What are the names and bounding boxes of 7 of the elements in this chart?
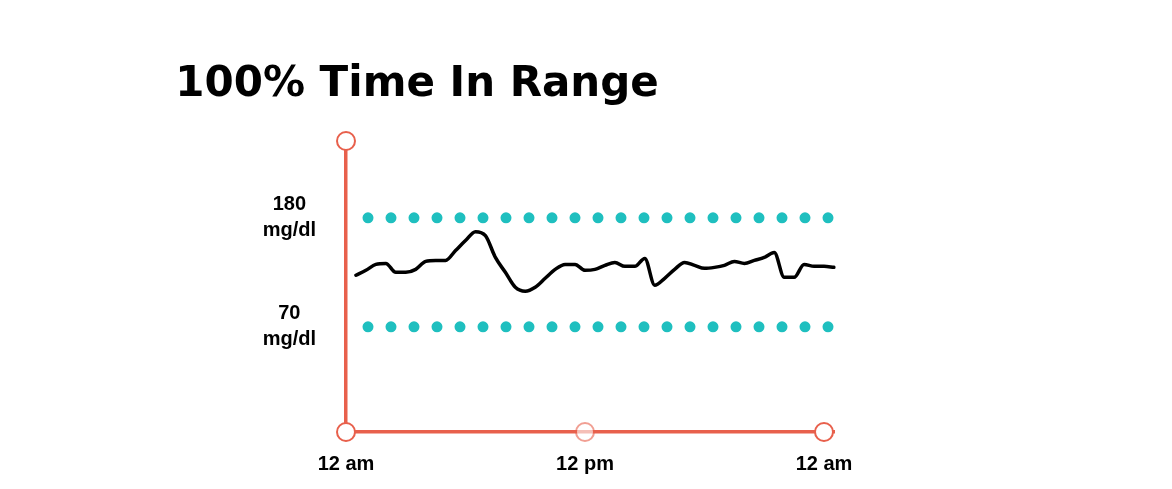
x-tick-label: 12 pm xyxy=(556,451,614,474)
x-tick-label: 12 am xyxy=(317,451,375,474)
y-tick-label: 70 mg/dl xyxy=(262,301,317,350)
x-tick-label: 12 am xyxy=(795,451,853,474)
line-series xyxy=(354,229,836,293)
chart-title: 100% Time In Range xyxy=(175,57,659,107)
y-tick-label: 180 mg/dl xyxy=(262,192,317,241)
